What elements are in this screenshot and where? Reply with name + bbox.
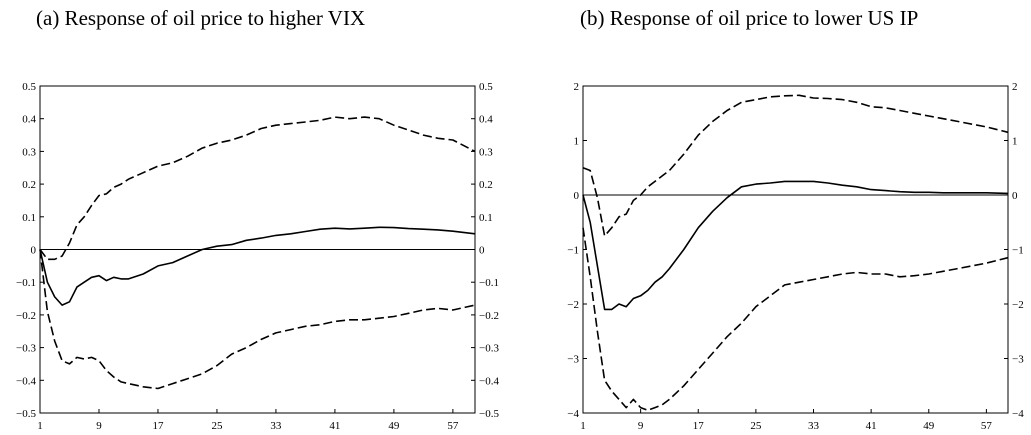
- panel-a-ytick-label-right: −0.2: [479, 310, 499, 322]
- panel-a-ytick-label-right: −0.3: [479, 343, 499, 355]
- panel-a-title: (a) Response of oil price to higher VIX: [36, 6, 366, 30]
- panel-a-xtick-label: 41: [329, 420, 340, 432]
- panel-a-ytick-label-right: 0: [479, 245, 485, 257]
- panel-b-ytick-label-right: −1: [1012, 245, 1024, 257]
- panel-b-xtick-label: 41: [866, 420, 877, 432]
- panel-b-irf-line: [582, 180, 1009, 311]
- panel-a-ytick-label-left: 0: [31, 245, 37, 257]
- panel-a-ytick-label-left: 0.2: [22, 179, 36, 191]
- panel-b-xtick-label: 33: [808, 420, 820, 432]
- panel-b-xtick-label: 9: [638, 420, 644, 432]
- panel-b-ytick-label-left: −2: [567, 299, 579, 311]
- panel-b-xtick-label: 57: [981, 420, 993, 432]
- panel-b-ytick-label-left: 2: [574, 81, 580, 93]
- panel-b-ytick-label-left: −1: [567, 245, 579, 257]
- panel-a-ytick-label-left: 0.4: [22, 114, 36, 126]
- panel-a-ytick-label-left: 0.5: [22, 81, 36, 93]
- panel-a-xtick-label: 25: [211, 420, 223, 432]
- panel-a-ytick-label-right: −0.1: [479, 277, 499, 289]
- panel-b-xtick-label: 49: [923, 420, 935, 432]
- panel-b-frame: [582, 85, 1009, 414]
- panel-b-ytick-label-right: 0: [1012, 190, 1018, 202]
- panel-a-ytick-label-left: −0.5: [16, 408, 36, 420]
- panel-b-lower-band-line: [582, 227, 1009, 412]
- panel-b-ytick-label-right: −2: [1012, 299, 1024, 311]
- panel-a-ytick-label-right: 0.2: [479, 179, 493, 191]
- panel-a-xtick-label: 1: [37, 420, 43, 432]
- panel-a-ytick-label-left: −0.4: [16, 375, 36, 387]
- panel-a-ytick-label-right: −0.5: [479, 408, 499, 420]
- panel-b-xtick-label: 25: [750, 420, 762, 432]
- panel-a-ytick-label-left: 0.3: [22, 146, 36, 158]
- panel-a-xtick-label: 33: [270, 420, 282, 432]
- panel-a-xtick-label: 57: [447, 420, 459, 432]
- panel-b-ytick-label-left: −3: [567, 354, 579, 366]
- panel-a-ytick-label-right: 0.4: [479, 114, 493, 126]
- panel-b-ytick-label-left: −4: [567, 408, 579, 420]
- panel-a-ytick-label-left: −0.3: [16, 343, 36, 355]
- panel-b-upper-band-line: [582, 94, 1009, 237]
- panel-a-ytick-label-right: 0.5: [479, 81, 493, 93]
- panel-a-xtick-label: 49: [388, 420, 400, 432]
- panel-b-title: (b) Response of oil price to lower US IP: [580, 6, 919, 30]
- panel-a-ytick-label-left: −0.2: [16, 310, 36, 322]
- panel-b-plot: −4 −4 −3 −3 −2 −2 −1 −1 0 0 1 1 2 2 1 9 17 25 33 41 49 57: [567, 81, 1024, 432]
- panel-b-ytick-label-left: 1: [574, 136, 580, 148]
- panel-b-ytick-label-right: 1: [1012, 136, 1018, 148]
- panel-b-ytick-label-right: −4: [1012, 408, 1024, 420]
- panel-b-ytick-label-left: 0: [574, 190, 580, 202]
- panel-b-xtick-label: 1: [580, 420, 586, 432]
- panel-a-ytick-label-right: 0.3: [479, 146, 493, 158]
- panel-b-ytick-label-right: −3: [1012, 354, 1024, 366]
- panel-a-xtick-label: 9: [96, 420, 102, 432]
- panel-a-upper-band-line: [39, 116, 476, 261]
- panel-a-lower-band-line: [39, 249, 476, 390]
- panel-a-xtick-label: 17: [152, 420, 164, 432]
- panel-a-irf-line: [39, 226, 476, 306]
- panel-a-ytick-label-right: −0.4: [479, 375, 499, 387]
- panel-a-ytick-label-right: 0.1: [479, 212, 493, 224]
- panel-a-ytick-label-left: −0.1: [16, 277, 36, 289]
- panel-b-ytick-label-right: 2: [1012, 81, 1018, 93]
- panel-b-xtick-label: 17: [693, 420, 705, 432]
- panel-a-plot: −0.5 −0.5 −0.4 −0.4 −0.3 −0.3 −0.2 −0.2 −0.1 −0.1…: [16, 81, 499, 432]
- panel-a-ytick-label-left: 0.1: [22, 212, 36, 224]
